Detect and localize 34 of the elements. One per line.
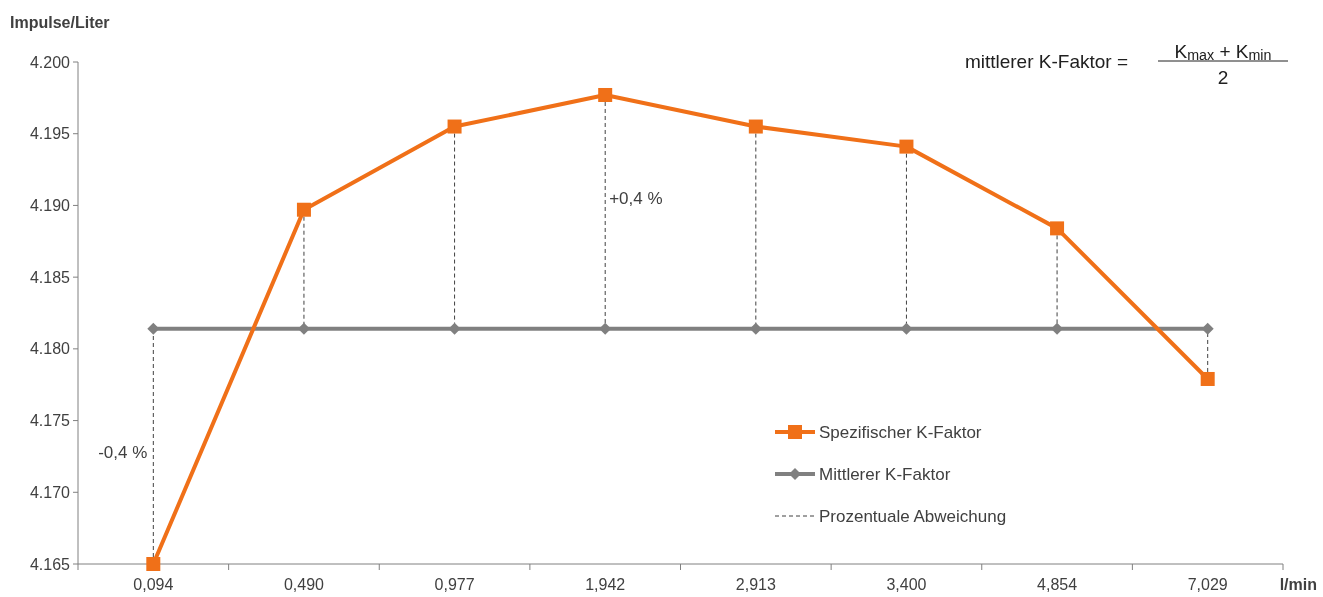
y-tick-label: 4.175: [29, 412, 71, 430]
y-tick-label: 4.180: [29, 340, 71, 358]
annotation: 2: [1217, 67, 1229, 88]
y-tick-label: 4.170: [29, 483, 71, 501]
point: [1050, 221, 1065, 236]
annotation: +0,4 %: [609, 189, 663, 209]
legend-label: Mittlerer K-Faktor: [819, 464, 951, 484]
x-tick-label: 0,094: [133, 576, 174, 593]
x-tick-label: 0,977: [434, 576, 475, 593]
y-tick-label: 4.200: [29, 53, 71, 71]
x-tick-label: 2,913: [735, 576, 776, 593]
point: [598, 87, 613, 102]
annotation: -0,4 %: [98, 443, 148, 463]
point: [146, 557, 161, 571]
y-tick-label: 4.195: [29, 125, 71, 143]
y-tick-label: 4.190: [29, 197, 71, 215]
y-tick-label: 4.185: [29, 268, 71, 286]
annotation: mittlerer K-Faktor =: [964, 51, 1128, 72]
point: [1200, 371, 1215, 386]
point: [296, 202, 311, 217]
legend-label: Spezifischer K-Faktor: [819, 422, 982, 442]
x-tick-label: 1,942: [585, 576, 626, 593]
x-tick-label: 4,854: [1037, 576, 1078, 593]
x-tick-label: 7,029: [1187, 576, 1228, 593]
x-axis-title: l/min: [1279, 576, 1317, 593]
y-axis-title: Impulse/Liter: [10, 14, 110, 31]
y-tick-label: 4.165: [29, 555, 71, 573]
point: [447, 119, 462, 134]
x-tick-label: 3,400: [886, 576, 927, 593]
point: [899, 139, 914, 154]
x-tick-label: 0,490: [283, 576, 325, 593]
point: [748, 119, 763, 134]
legend-label: Prozentuale Abweichung: [819, 506, 1007, 526]
annotation: K$_{max}$ + K$_{min}$: [1174, 41, 1272, 64]
